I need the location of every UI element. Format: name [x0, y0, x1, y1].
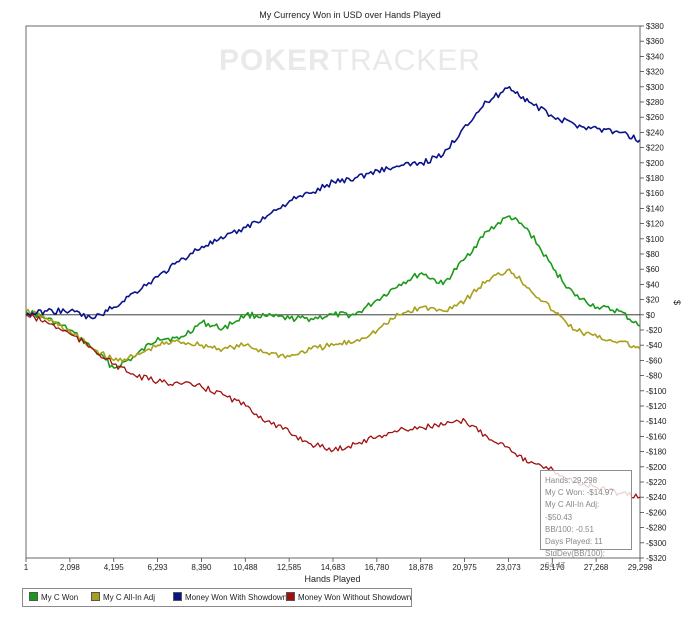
- y-tick-label: -$260: [646, 508, 667, 517]
- x-tick-label: 20,975: [452, 563, 477, 572]
- y-tick-label: $0: [646, 311, 655, 320]
- y-tick-label: -$200: [646, 463, 667, 472]
- y-tick-label: $60: [646, 265, 660, 274]
- y-tick-label: -$140: [646, 417, 667, 426]
- x-tick-label: 2,098: [60, 563, 81, 572]
- y-axis-label: $: [672, 300, 682, 306]
- legend-swatch: [91, 592, 100, 601]
- x-tick-label: 16,780: [365, 563, 390, 572]
- y-tick-label: $300: [646, 83, 664, 92]
- y-tick-label: $200: [646, 159, 664, 168]
- legend-label: My C All-In Adj: [103, 593, 156, 602]
- stats-days-played: Days Played: 11: [545, 537, 603, 547]
- y-tick-label: $340: [646, 52, 664, 61]
- y-tick-label: $40: [646, 280, 660, 289]
- x-tick-label: 27,268: [584, 563, 609, 572]
- series-line-my-c-won: [25, 215, 641, 369]
- series-line-money-won-without-showdown: [25, 313, 641, 499]
- x-tick-label: 8,390: [191, 563, 212, 572]
- x-tick-label: 23,073: [496, 563, 521, 572]
- y-tick-label: -$60: [646, 356, 663, 365]
- x-tick-label: 4,195: [104, 563, 125, 572]
- legend-swatch: [286, 592, 295, 601]
- x-tick-label: 25,170: [540, 563, 565, 572]
- y-tick-label: $160: [646, 189, 664, 198]
- y-tick-label: -$220: [646, 478, 667, 487]
- y-tick-label: $360: [646, 37, 664, 46]
- legend-item-money-won-without-showdown[interactable]: Money Won Without Showdown: [286, 592, 411, 602]
- y-tick-label: -$100: [646, 387, 667, 396]
- stats-allin-adj: My C All-In Adj: -$50.43: [545, 500, 600, 522]
- y-tick-label: $240: [646, 128, 664, 137]
- legend-label: Money Won With Showdown: [185, 593, 288, 602]
- legend-swatch: [173, 592, 182, 601]
- y-tick-label: $380: [646, 22, 664, 31]
- y-tick-label: $140: [646, 204, 664, 213]
- chart-title: My Currency Won in USD over Hands Played: [259, 10, 441, 20]
- y-tick-label: $180: [646, 174, 664, 183]
- stats-stddev: StdDev(BB/100): 64.47: [545, 549, 606, 571]
- y-tick-label: $260: [646, 113, 664, 122]
- x-tick-label: 29,298: [628, 563, 653, 572]
- x-tick-label: 14,683: [321, 563, 346, 572]
- stats-hands: Hands: 29,298: [545, 476, 598, 485]
- x-tick-label: 6,293: [148, 563, 169, 572]
- stats-tooltip: Hands: 29,298 My C Won: -$14.97 My C All…: [540, 470, 632, 570]
- y-tick-label: -$240: [646, 493, 667, 502]
- y-tick-label: -$80: [646, 372, 663, 381]
- y-tick-label: -$180: [646, 448, 667, 457]
- y-tick-label: -$160: [646, 432, 667, 441]
- x-tick-label: 12,585: [277, 563, 302, 572]
- y-tick-label: $100: [646, 235, 664, 244]
- y-tick-label: -$40: [646, 341, 663, 350]
- legend-item-money-won-with-showdown[interactable]: Money Won With Showdown: [173, 592, 287, 602]
- series-line-my-c-all-in-adj: [25, 268, 641, 363]
- x-axis-label: Hands Played: [304, 574, 361, 584]
- pokertracker-watermark: POKERTRACKER: [218, 44, 482, 77]
- x-tick-label: 10,488: [233, 563, 258, 572]
- y-tick-label: -$20: [646, 326, 663, 335]
- stats-won: My C Won: -$14.97: [545, 488, 614, 498]
- stats-bb100: BB/100: -0.51: [545, 524, 594, 534]
- chart-legend: My C Won My C All-In Adj Money Won With …: [22, 588, 412, 607]
- y-tick-label: $20: [646, 296, 660, 305]
- y-tick-label: $120: [646, 220, 664, 229]
- x-tick-label: 18,878: [408, 563, 433, 572]
- y-tick-label: -$300: [646, 539, 667, 548]
- legend-item-my-c-won[interactable]: My C Won: [29, 592, 78, 602]
- legend-label: My C Won: [41, 593, 79, 602]
- series-line-money-won-with-showdown: [25, 86, 641, 320]
- legend-swatch: [29, 592, 38, 601]
- y-tick-label: $320: [646, 68, 664, 77]
- y-tick-label: $280: [646, 98, 664, 107]
- legend-item-my-c-all-in-adj[interactable]: My C All-In Adj: [91, 592, 155, 602]
- y-tick-label: $220: [646, 144, 664, 153]
- legend-label: Money Won Without Showdown: [298, 593, 412, 602]
- y-tick-label: -$320: [646, 554, 667, 563]
- y-tick-label: -$120: [646, 402, 667, 411]
- y-tick-label: -$280: [646, 524, 667, 533]
- x-tick-label: 1: [24, 563, 29, 572]
- y-tick-label: $80: [646, 250, 660, 259]
